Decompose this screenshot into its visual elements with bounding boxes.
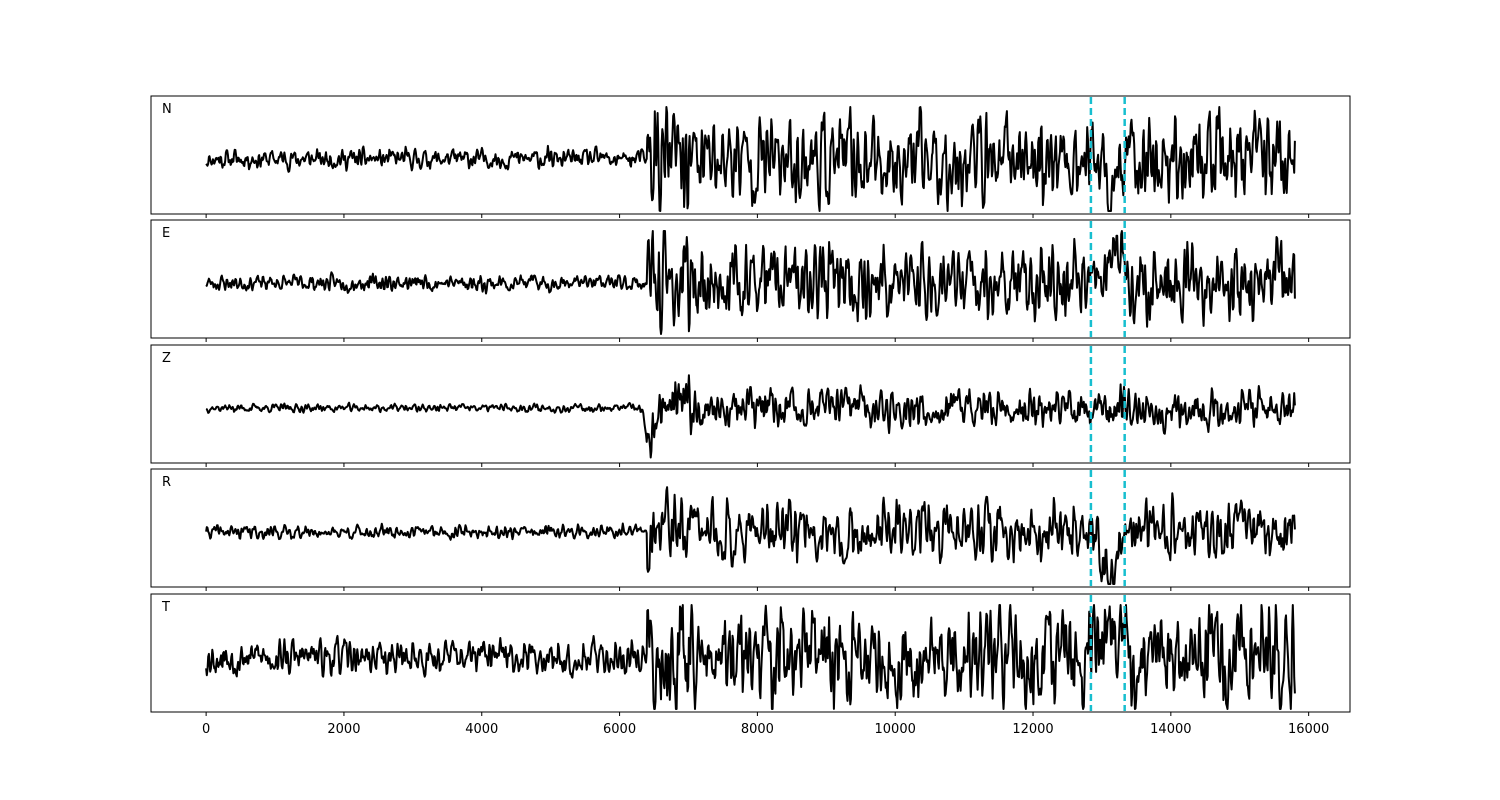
trace-z: [205, 374, 1296, 459]
panel-e: E: [150, 219, 1351, 342]
trace-n: [205, 106, 1296, 212]
panel-n: N: [150, 95, 1351, 218]
panel-label: E: [162, 226, 170, 241]
x-tick-label: 12000: [1012, 722, 1053, 737]
panel-r: R: [150, 468, 1351, 591]
panel-frame: [150, 95, 1351, 215]
x-axis: 0 2000 4000 6000 8000 10000 12000 14000 16000: [202, 722, 1329, 737]
x-tick-label: 8000: [741, 722, 774, 737]
x-tick-label: 10000: [875, 722, 916, 737]
x-tick-label: 16000: [1288, 722, 1329, 737]
trace-r: [205, 486, 1296, 585]
panel-label: N: [162, 102, 172, 117]
panel-frame: [150, 344, 1351, 464]
x-tick-label: 14000: [1150, 722, 1191, 737]
panel-label: Z: [162, 351, 171, 366]
panel-frame: [150, 219, 1351, 339]
panel-label: T: [161, 600, 170, 615]
panels-layer: N E Z R T: [150, 95, 1351, 716]
x-tick-label: 4000: [465, 722, 498, 737]
panel-label: R: [162, 475, 171, 490]
panel-frame: [150, 593, 1351, 713]
panel-t: T: [150, 593, 1351, 716]
panel-frame: [150, 468, 1351, 588]
x-tick-label: 6000: [603, 722, 636, 737]
trace-e: [205, 230, 1296, 335]
trace-t: [205, 604, 1296, 710]
x-tick-label: 2000: [327, 722, 360, 737]
panel-z: Z: [150, 344, 1351, 467]
x-tick-label: 0: [202, 722, 210, 737]
